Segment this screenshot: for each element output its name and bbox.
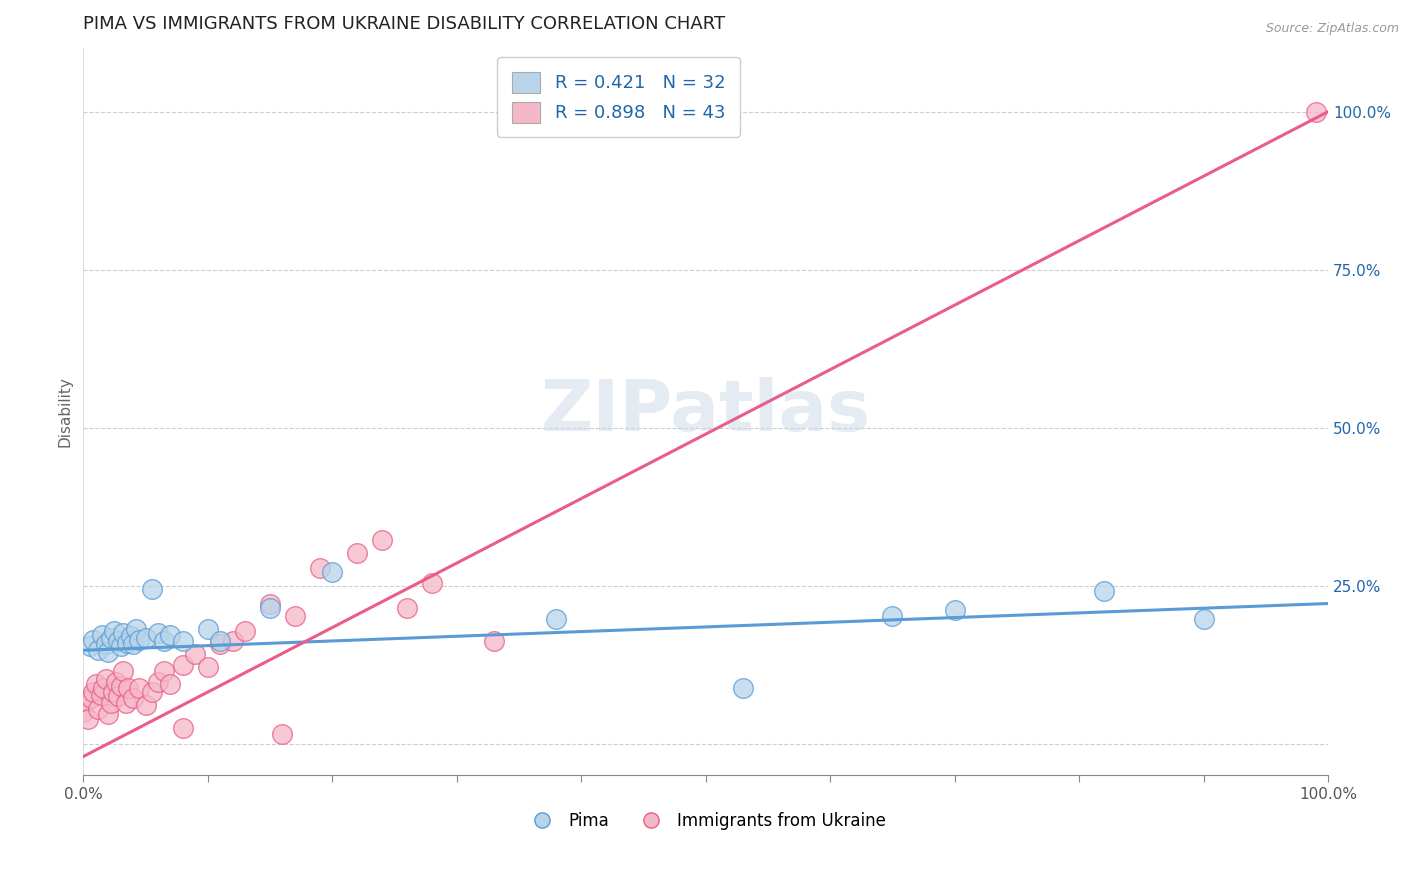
Point [101,685,124,699]
Point [271,727,294,741]
Point [209,634,232,648]
Y-axis label: Disability: Disability [58,376,72,448]
Point [172,657,194,672]
Point [371,533,394,548]
Point [1305,104,1327,119]
Point [882,609,904,624]
Point [420,575,443,590]
Point [75,694,97,708]
Point [82,632,104,647]
Text: ZIPatlas: ZIPatlas [541,377,870,447]
Point [100,696,122,710]
Point [172,634,194,648]
Point [197,659,219,673]
Point [87,702,110,716]
Point [128,632,150,647]
Point [395,601,418,615]
Legend: Pima, Immigrants from Ukraine: Pima, Immigrants from Ukraine [519,805,893,836]
Point [84,677,107,691]
Point [87,643,110,657]
Point [115,636,138,650]
Point [731,681,754,696]
Point [146,626,169,640]
Point [122,691,145,706]
Point [124,622,146,636]
Point [100,631,122,645]
Point [184,647,207,661]
Point [114,696,136,710]
Point [153,664,176,678]
Point [141,582,163,596]
Point [135,698,157,712]
Point [159,677,181,691]
Point [135,631,157,645]
Point [159,628,181,642]
Point [346,546,368,560]
Point [91,681,114,696]
Point [1192,612,1215,626]
Point [308,561,330,575]
Point [79,639,101,653]
Text: Source: ZipAtlas.com: Source: ZipAtlas.com [1265,22,1399,36]
Point [97,645,120,659]
Point [122,637,145,651]
Text: PIMA VS IMMIGRANTS FROM UKRAINE DISABILITY CORRELATION CHART: PIMA VS IMMIGRANTS FROM UKRAINE DISABILI… [83,15,725,33]
Point [110,679,132,693]
Point [110,639,132,653]
Point [97,706,120,721]
Point [146,674,169,689]
Point [233,624,256,639]
Point [91,628,114,642]
Point [72,706,94,720]
Point [1092,583,1115,598]
Point [107,690,129,704]
Point [259,601,281,615]
Point [153,634,176,648]
Point [103,624,125,639]
Point [141,685,163,699]
Point [482,634,505,648]
Point [120,629,142,643]
Point [943,603,966,617]
Point [112,626,135,640]
Point [107,634,129,648]
Point [546,612,568,626]
Point [94,673,117,687]
Point [172,721,194,735]
Point [80,691,103,706]
Point [128,681,150,696]
Point [90,688,112,702]
Point [77,712,100,726]
Point [82,685,104,699]
Point [117,681,139,696]
Point [94,637,117,651]
Point [221,634,243,648]
Point [112,664,135,678]
Point [321,565,343,579]
Point [259,597,281,611]
Point [284,609,307,624]
Point [104,674,127,689]
Point [197,622,219,636]
Point [209,637,232,651]
